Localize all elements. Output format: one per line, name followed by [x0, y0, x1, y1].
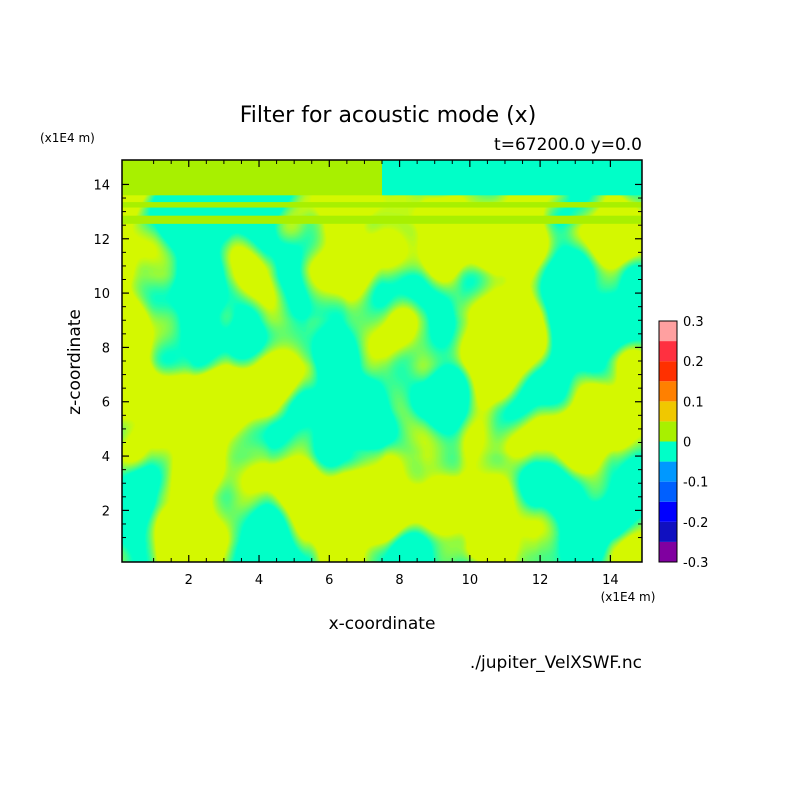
y-tick-label: 10 [93, 287, 110, 302]
y-axis-label: z-coordinate [65, 309, 85, 415]
x-tick-label: 2 [185, 573, 193, 588]
colorbar-segment [659, 381, 677, 402]
colorbar-label: -0.2 [683, 516, 708, 531]
colorbar-label: 0.1 [683, 395, 704, 410]
y-tick-label: 8 [102, 341, 110, 356]
colorbar-label: 0.3 [683, 315, 704, 330]
y-tick-label: 2 [102, 504, 110, 519]
colorbar-segment [659, 321, 677, 342]
colorbar-label: 0 [683, 436, 691, 451]
colorbar-segment [659, 501, 677, 522]
colorbar-segment [659, 421, 677, 442]
plot-area [122, 160, 642, 562]
x-tick-label: 4 [255, 573, 263, 588]
band-top-left [122, 160, 382, 196]
x-tick-label: 10 [462, 573, 479, 588]
x-tick-label: 12 [532, 573, 549, 588]
chart-title: Filter for acoustic mode (x) [240, 103, 537, 128]
colorbar-segment [659, 521, 677, 542]
colorbar-label: -0.3 [683, 556, 708, 571]
x-tick-label: 6 [325, 573, 333, 588]
y-unit-label: (x1E4 m) [40, 131, 95, 145]
chart-subtitle: t=67200.0 y=0.0 [494, 135, 642, 155]
colorbar-label: -0.1 [683, 476, 708, 491]
band-lower [122, 215, 642, 224]
colorbar-frame [658, 320, 678, 563]
heatmap-positive-regions [122, 160, 642, 562]
x-tick-label: 8 [395, 573, 403, 588]
y-tick-label: 14 [93, 178, 110, 193]
colorbar: -0.3 -0.2 -0.1 0 0.1 0.2 0.3 [658, 315, 708, 571]
colorbar-segment [659, 361, 677, 382]
x-axis: 2 4 6 8 10 12 14 [153, 160, 619, 588]
colorbar-segment [659, 541, 677, 562]
y-tick-label: 12 [93, 233, 110, 248]
colorbar-segment [659, 481, 677, 502]
x-unit-label: (x1E4 m) [601, 590, 656, 604]
colorbar-label: 0.2 [683, 355, 704, 370]
colorbar-segment [659, 461, 677, 482]
source-filename: ./jupiter_VelXSWF.nc [470, 653, 642, 673]
colorbar-segment [659, 401, 677, 422]
band-stripe [122, 202, 642, 208]
band-top-right [382, 160, 642, 196]
heatmap-top-bands [122, 160, 642, 224]
colorbar-segment [659, 441, 677, 462]
x-tick-label: 14 [602, 573, 619, 588]
x-axis-label: x-coordinate [329, 614, 436, 634]
y-axis: 2 4 6 8 10 12 14 [93, 178, 642, 539]
y-tick-label: 6 [102, 396, 110, 411]
colorbar-segment [659, 341, 677, 362]
y-tick-label: 4 [102, 450, 110, 465]
